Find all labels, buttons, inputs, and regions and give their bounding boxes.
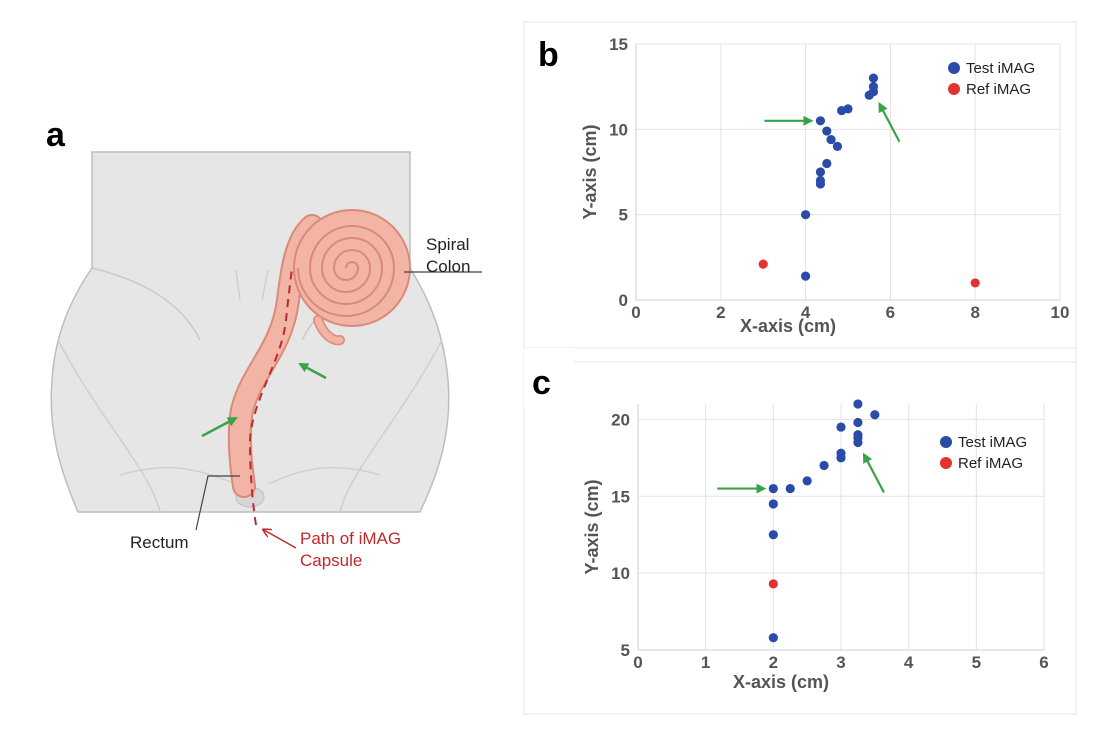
legend-marker — [948, 62, 960, 74]
x-tick-label: 2 — [769, 653, 778, 672]
test-imag-point — [815, 116, 826, 126]
panel-c-letter: c — [532, 364, 551, 402]
x-axis-title: X-axis (cm) — [740, 316, 836, 336]
test-imag-point — [768, 633, 778, 643]
test-imag-point — [768, 530, 778, 540]
test-imag-point — [836, 422, 846, 432]
test-imag-point — [853, 417, 863, 428]
colon-illustration — [227, 209, 411, 498]
test-imag-point — [853, 430, 863, 440]
test-imag-point — [819, 460, 829, 471]
green-arrow-icon — [878, 102, 901, 143]
legend-label: Test iMAG — [966, 60, 1035, 77]
y-tick-label: 15 — [609, 35, 628, 54]
x-tick-label: 10 — [1051, 303, 1070, 322]
legend-label: Ref iMAG — [966, 81, 1031, 98]
rectum-leader — [195, 475, 240, 531]
panel-c-letter-bg — [524, 348, 574, 410]
green-arrow-icon — [298, 362, 327, 380]
y-tick-label: 0 — [619, 291, 628, 310]
ref-imag-point — [970, 278, 980, 288]
test-imag-point — [836, 448, 846, 458]
x-axis-title: X-axis (cm) — [733, 672, 829, 692]
x-tick-label: 0 — [633, 653, 642, 672]
test-imag-point — [802, 476, 812, 486]
spiral-colon-label-1: Spiral — [426, 235, 469, 254]
legend-label: Ref iMAG — [958, 455, 1023, 472]
test-imag-point — [822, 158, 832, 169]
panel-a-illustration: a — [46, 116, 482, 570]
test-imag-point — [801, 210, 811, 220]
test-imag-point — [868, 82, 879, 92]
x-tick-label: 6 — [1039, 653, 1048, 672]
panel-a-letter: a — [46, 116, 66, 154]
x-tick-label: 4 — [801, 303, 811, 322]
x-tick-label: 2 — [716, 303, 725, 322]
test-imag-point — [768, 483, 778, 494]
test-imag-point — [832, 141, 843, 151]
capsule-label-1: Path of iMAG — [300, 529, 401, 548]
legend-marker — [940, 457, 952, 469]
ref-imag-point — [758, 259, 768, 269]
legend-label: Test iMAG — [958, 434, 1027, 451]
test-imag-point — [815, 167, 826, 177]
green-arrow-icon — [201, 416, 238, 438]
ref-imag-point — [768, 579, 778, 589]
legend-marker — [948, 83, 960, 95]
test-imag-point — [801, 271, 811, 281]
panel-b-letter: b — [538, 36, 559, 74]
y-axis-title: Y-axis (cm) — [582, 479, 602, 574]
x-tick-label: 8 — [970, 303, 979, 322]
test-imag-point — [868, 73, 879, 83]
y-tick-label: 20 — [611, 410, 630, 429]
spiral-colon-label-2: Colon — [426, 257, 470, 276]
capsule-path — [248, 267, 293, 526]
y-tick-label: 15 — [611, 487, 630, 506]
green-arrow-icon — [862, 452, 885, 493]
y-tick-label: 5 — [621, 641, 630, 660]
chart-b: 0 2 4 6 8 10 0 5 10 15 X-axis (cm) Y-axis (cm) Test … — [580, 35, 1069, 336]
y-axis-title: Y-axis (cm) — [580, 124, 600, 219]
x-tick-label: 0 — [631, 303, 640, 322]
chart-c: 0 1 2 3 4 5 6 5 10 15 20 X-axis (cm) Y-axis (cm) Test… — [582, 399, 1049, 692]
test-imag-point — [815, 175, 826, 186]
test-imag-point — [826, 134, 836, 145]
test-imag-point — [768, 499, 778, 509]
x-tick-label: 5 — [972, 653, 981, 672]
rectum-label: Rectum — [130, 533, 189, 552]
y-tick-label: 10 — [611, 564, 630, 583]
legend-marker — [940, 436, 952, 448]
x-tick-label: 6 — [886, 303, 895, 322]
x-tick-label: 3 — [836, 653, 845, 672]
capsule-leader-arrow — [264, 530, 297, 549]
test-imag-point — [853, 399, 863, 409]
x-tick-label: 4 — [904, 653, 914, 672]
test-imag-point — [870, 410, 880, 420]
test-imag-point — [843, 104, 853, 114]
test-imag-point — [822, 126, 832, 136]
panel-b-frame — [523, 21, 1077, 363]
y-tick-label: 5 — [619, 206, 628, 225]
test-imag-point — [785, 483, 795, 494]
y-tick-label: 10 — [609, 120, 628, 139]
x-tick-label: 1 — [701, 653, 710, 672]
panel-c-frame — [523, 347, 1077, 715]
capsule-label-2: Capsule — [300, 551, 362, 570]
